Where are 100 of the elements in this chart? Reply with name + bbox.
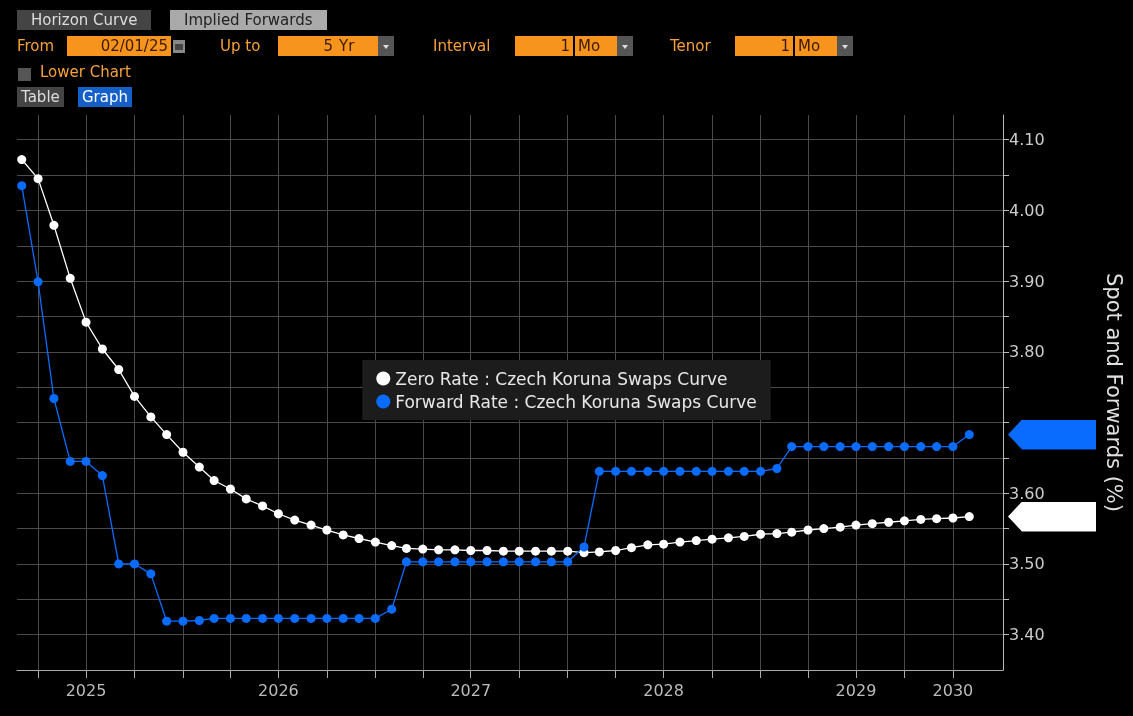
point — [130, 559, 140, 569]
y-tick-label: 4.10 — [1009, 130, 1045, 150]
point — [835, 522, 845, 532]
point — [387, 604, 397, 614]
text: Interval — [433, 36, 491, 56]
point — [273, 613, 283, 623]
point — [434, 557, 444, 567]
point — [514, 557, 524, 567]
y-axis-title: Spot and Forwards (%) — [1101, 272, 1126, 513]
x-tick-label: 2025 — [65, 680, 107, 700]
point — [563, 557, 573, 567]
point — [354, 534, 364, 543]
point — [756, 466, 766, 476]
point — [531, 546, 541, 556]
point — [241, 613, 251, 623]
point — [114, 365, 124, 375]
text: 5 — [278, 36, 336, 56]
text: Up to — [220, 36, 261, 56]
point — [162, 430, 172, 440]
point — [835, 442, 845, 452]
point — [146, 569, 156, 579]
point — [594, 466, 604, 476]
point — [81, 456, 91, 466]
text: 02/01/25 — [67, 36, 171, 56]
text: 1 — [735, 36, 793, 56]
point — [450, 545, 460, 555]
point — [884, 442, 894, 452]
point — [851, 442, 861, 452]
point — [209, 476, 219, 486]
point — [851, 520, 861, 530]
point — [884, 517, 894, 527]
point — [948, 513, 958, 523]
text: Horizon Curve — [17, 10, 152, 30]
text: Table — [17, 87, 64, 107]
point — [354, 613, 364, 623]
point — [338, 530, 348, 540]
point — [225, 613, 235, 623]
point — [611, 546, 621, 556]
point — [338, 613, 348, 623]
point — [258, 501, 268, 511]
point — [579, 542, 589, 552]
text: Graph — [78, 87, 133, 107]
point — [146, 412, 156, 422]
point — [498, 546, 508, 556]
point — [916, 442, 926, 452]
point — [81, 317, 91, 327]
legend-label: Forward Rate : Czech Koruna Swaps Curve — [395, 391, 757, 412]
point — [49, 220, 59, 230]
point — [482, 546, 492, 556]
point — [209, 613, 219, 623]
point — [17, 155, 27, 165]
x-tick-label: 2030 — [932, 680, 974, 700]
point — [819, 524, 829, 534]
point — [787, 527, 797, 537]
point — [964, 430, 974, 440]
point — [306, 613, 316, 623]
point — [867, 442, 877, 452]
y-tick-label: 3.40 — [1009, 625, 1045, 645]
point — [306, 520, 316, 530]
point — [964, 512, 974, 522]
point — [899, 516, 909, 526]
point — [450, 557, 460, 567]
point — [819, 442, 829, 452]
point — [387, 541, 397, 551]
text: Lower Chart — [40, 62, 131, 82]
point — [546, 557, 556, 567]
y-tick-label: 3.50 — [1009, 554, 1045, 574]
text: Mo — [795, 36, 839, 56]
point — [531, 557, 541, 567]
point — [114, 559, 124, 569]
legend-label: Zero Rate : Czech Koruna Swaps Curve — [395, 368, 728, 389]
point — [97, 471, 107, 481]
point — [33, 277, 43, 287]
point — [739, 466, 749, 476]
point — [258, 613, 268, 623]
point — [418, 544, 428, 554]
point — [787, 442, 797, 452]
point — [546, 546, 556, 556]
point — [33, 174, 43, 184]
point — [482, 557, 492, 567]
point — [643, 540, 653, 550]
point — [225, 484, 235, 494]
point — [932, 514, 942, 524]
point — [932, 442, 942, 452]
point — [867, 519, 877, 529]
point — [611, 466, 621, 476]
point — [563, 546, 573, 556]
text: 1 — [515, 36, 573, 56]
point — [194, 462, 204, 472]
y-tick-label: 3.60 — [1009, 483, 1045, 503]
point — [514, 546, 524, 556]
point — [130, 391, 140, 401]
text: Implied Forwards — [170, 10, 327, 30]
point — [643, 466, 653, 476]
point — [401, 557, 411, 567]
point — [772, 464, 782, 473]
point — [241, 494, 251, 504]
point — [756, 529, 766, 539]
point — [418, 557, 428, 567]
point — [434, 545, 444, 555]
